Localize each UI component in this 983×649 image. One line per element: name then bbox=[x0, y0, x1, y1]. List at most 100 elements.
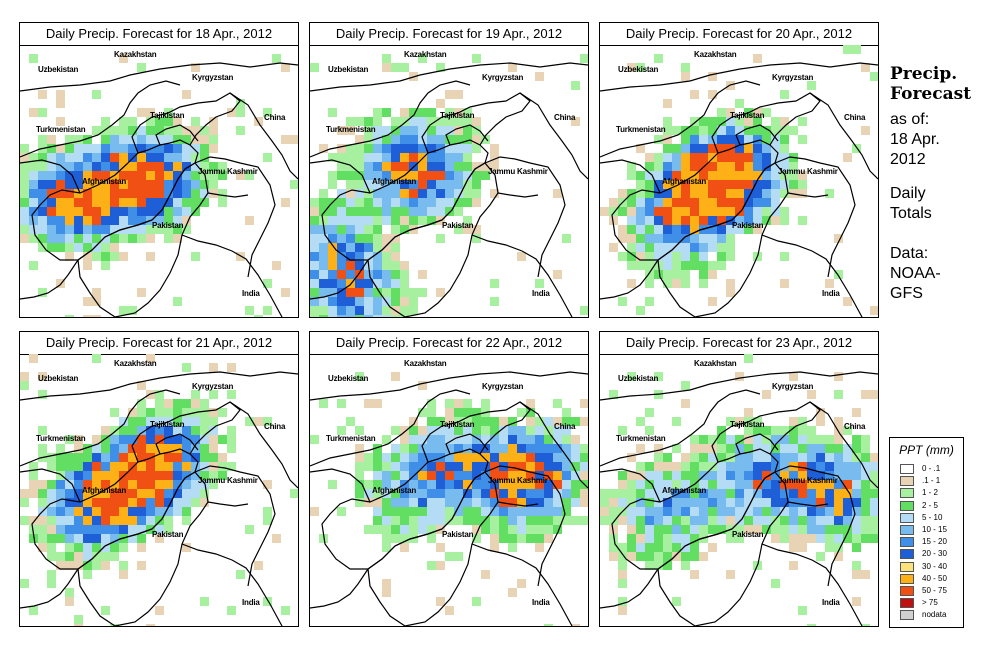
precip-cell bbox=[645, 270, 654, 279]
precip-cell bbox=[245, 306, 254, 315]
precip-cell bbox=[517, 579, 526, 588]
precip-cell bbox=[780, 444, 789, 453]
precip-cell bbox=[128, 126, 137, 135]
precip-cell bbox=[110, 144, 119, 153]
precip-cell bbox=[672, 252, 681, 261]
precip-cell bbox=[535, 525, 544, 534]
precip-cell bbox=[355, 372, 364, 381]
precip-cell bbox=[119, 234, 128, 243]
precip-cell bbox=[182, 153, 191, 162]
precip-cell bbox=[191, 153, 200, 162]
precip-cell bbox=[119, 480, 128, 489]
precip-cell bbox=[481, 417, 490, 426]
precip-cell bbox=[418, 471, 427, 480]
precip-cell bbox=[391, 189, 400, 198]
precip-cell bbox=[672, 507, 681, 516]
precip-cell bbox=[627, 261, 636, 270]
country-border bbox=[181, 543, 283, 626]
precip-cell bbox=[843, 516, 852, 525]
precip-cell bbox=[600, 507, 609, 516]
precip-cell bbox=[173, 153, 182, 162]
precip-cell bbox=[110, 243, 119, 252]
precip-cell bbox=[463, 507, 472, 516]
precip-cell bbox=[861, 390, 870, 399]
precip-cell bbox=[155, 162, 164, 171]
precip-cell bbox=[373, 117, 382, 126]
precip-cell bbox=[137, 462, 146, 471]
precip-cell bbox=[762, 162, 771, 171]
precip-cell bbox=[672, 144, 681, 153]
precip-cell bbox=[191, 426, 200, 435]
precip-cell bbox=[74, 516, 83, 525]
precip-cell bbox=[346, 180, 355, 189]
precip-cell bbox=[472, 135, 481, 144]
precip-cell bbox=[182, 453, 191, 462]
precip-cell bbox=[146, 117, 155, 126]
precip-cell bbox=[373, 471, 382, 480]
precip-cell bbox=[645, 534, 654, 543]
precip-cell bbox=[400, 435, 409, 444]
precip-cell bbox=[726, 570, 735, 579]
precip-cell bbox=[373, 261, 382, 270]
precip-cell bbox=[427, 117, 436, 126]
precip-cell bbox=[427, 162, 436, 171]
precip-cell bbox=[517, 525, 526, 534]
precip-cell bbox=[427, 525, 436, 534]
precip-cell bbox=[744, 189, 753, 198]
precip-cell bbox=[454, 462, 463, 471]
precip-cell bbox=[762, 471, 771, 480]
precip-cell bbox=[337, 507, 346, 516]
precip-cell bbox=[427, 180, 436, 189]
precip-cell bbox=[146, 462, 155, 471]
precip-cell bbox=[472, 126, 481, 135]
precip-cell bbox=[472, 435, 481, 444]
precip-cell bbox=[128, 525, 137, 534]
precip-cell bbox=[92, 207, 101, 216]
precip-cell bbox=[436, 480, 445, 489]
precip-cell bbox=[409, 525, 418, 534]
precip-cell bbox=[92, 171, 101, 180]
precip-cell bbox=[535, 516, 544, 525]
precip-cell bbox=[436, 99, 445, 108]
precip-cell bbox=[355, 207, 364, 216]
precip-cell bbox=[20, 381, 29, 390]
precip-cell bbox=[119, 507, 128, 516]
map-label-kazakhstan: Kazakhstan bbox=[404, 50, 447, 59]
precip-cell bbox=[798, 471, 807, 480]
precip-cell bbox=[290, 180, 298, 189]
precip-cell bbox=[418, 207, 427, 216]
precip-cell bbox=[627, 516, 636, 525]
precip-cell bbox=[690, 153, 699, 162]
precip-cell bbox=[38, 426, 47, 435]
precip-cell bbox=[137, 180, 146, 189]
precip-cell bbox=[101, 426, 110, 435]
precip-cell bbox=[245, 171, 254, 180]
country-border bbox=[600, 371, 878, 401]
precip-cell bbox=[391, 144, 400, 153]
precip-cell bbox=[780, 471, 789, 480]
precip-cell bbox=[771, 135, 780, 144]
precip-cell bbox=[373, 189, 382, 198]
precip-cell bbox=[690, 261, 699, 270]
precip-cell bbox=[173, 489, 182, 498]
precip-cell bbox=[798, 489, 807, 498]
precip-cell bbox=[227, 435, 236, 444]
precip-cell bbox=[110, 462, 119, 471]
country-border bbox=[131, 92, 241, 154]
precip-cell bbox=[690, 207, 699, 216]
legend-swatch bbox=[900, 488, 914, 499]
precip-cell bbox=[445, 444, 454, 453]
precip-cell bbox=[47, 570, 56, 579]
precip-cell bbox=[436, 234, 445, 243]
precip-cell bbox=[517, 408, 526, 417]
legend-label: 2 - 5 bbox=[922, 500, 939, 510]
precip-cell bbox=[681, 261, 690, 270]
map-label-tajikistan: Tajikistan bbox=[150, 111, 185, 120]
precip-cell bbox=[454, 408, 463, 417]
precip-cell bbox=[83, 225, 92, 234]
precip-cell bbox=[445, 207, 454, 216]
precip-cell bbox=[672, 216, 681, 225]
precip-cell bbox=[526, 471, 535, 480]
precip-cell bbox=[463, 516, 472, 525]
precip-cell bbox=[164, 489, 173, 498]
